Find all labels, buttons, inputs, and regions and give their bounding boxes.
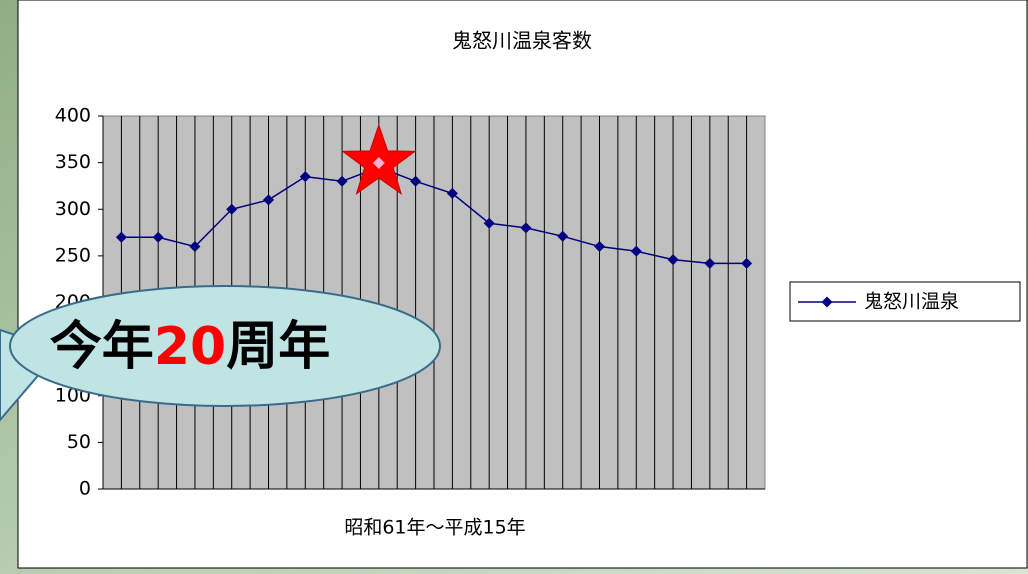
data-point: [594, 241, 605, 253]
highlight-star-center: [372, 157, 385, 169]
data-point: [630, 245, 642, 257]
data-point: [115, 231, 127, 243]
callout-text: 今年20周年: [50, 317, 330, 377]
y-tick-label: 400: [55, 105, 91, 127]
data-point: [704, 257, 716, 269]
y-tick-label: 50: [67, 431, 91, 453]
data-point: [741, 257, 753, 269]
data-point: [226, 203, 238, 215]
data-point: [667, 254, 679, 266]
data-point: [483, 217, 495, 229]
callout-part: 20: [154, 317, 226, 377]
data-point: [446, 187, 458, 199]
chart-title: 鬼怒川温泉客数: [452, 29, 592, 53]
callout: 今年20周年: [0, 285, 441, 422]
y-tick-label: 300: [55, 198, 91, 220]
x-axis-label: 昭和61年～平成15年: [344, 517, 525, 539]
series-line: [121, 166, 747, 265]
data-point: [520, 222, 532, 234]
callout-bubble: [9, 285, 441, 407]
data-point: [410, 175, 422, 187]
legend-label: 鬼怒川温泉: [864, 291, 959, 313]
callout-part: 周年: [226, 317, 330, 377]
callout-part: 今年: [50, 317, 154, 377]
y-tick-label: 350: [55, 151, 91, 173]
data-point: [557, 230, 569, 242]
y-tick-label: 250: [55, 244, 91, 266]
y-tick-label: 0: [79, 478, 91, 500]
legend-marker: [821, 296, 833, 308]
data-point: [299, 171, 311, 183]
data-point: [152, 231, 164, 243]
data-point: [336, 175, 348, 187]
data-point: [189, 241, 201, 253]
data-point: [263, 194, 274, 206]
